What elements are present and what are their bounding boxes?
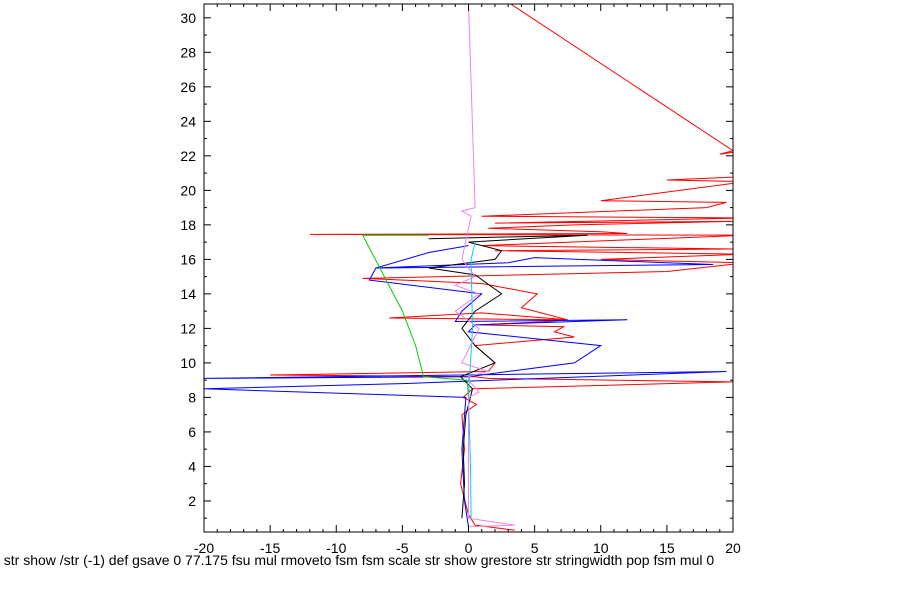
y-tick-label: 28 — [180, 44, 196, 60]
x-tick-label: 0 — [465, 540, 473, 556]
x-tick-label: 5 — [531, 540, 539, 556]
series-line-6 — [453, 4, 515, 532]
x-tick-label: 20 — [725, 540, 741, 556]
y-tick-label: 16 — [180, 251, 196, 267]
y-tick-label: 26 — [180, 79, 196, 95]
series-line-1 — [270, 4, 733, 531]
x-tick-label: 15 — [659, 540, 675, 556]
y-tick-label: 10 — [180, 355, 196, 371]
tick-label-layer: -20 -15 -10 -5 0 5 10 15 20246810121416182022242… — [180, 10, 741, 556]
y-tick-label: 20 — [180, 182, 196, 198]
y-tick-label: 24 — [180, 113, 196, 129]
y-tick-label: 18 — [180, 217, 196, 233]
caption-text-container: f str show /str (-1) def gsave 0 77.175 … — [0, 552, 900, 574]
y-tick-label: 6 — [188, 424, 196, 440]
series-line-2 — [204, 245, 727, 527]
x-tick-label: -15 — [260, 540, 280, 556]
y-tick-label: 14 — [180, 286, 196, 302]
y-tick-label: 30 — [180, 10, 196, 26]
x-tick-label: -5 — [396, 540, 409, 556]
x-tick-label: -20 — [194, 540, 214, 556]
tick-layer — [203, 4, 734, 532]
x-tick-label: 10 — [593, 540, 609, 556]
y-tick-label: 2 — [188, 493, 196, 509]
series-line-4 — [361, 234, 469, 398]
y-tick-label: 4 — [188, 458, 196, 474]
series-line-3 — [428, 234, 588, 519]
series-line-5 — [467, 241, 476, 519]
series-layer — [204, 4, 733, 532]
y-tick-label: 12 — [180, 320, 196, 336]
y-tick-label: 8 — [188, 389, 196, 405]
caption-text: f str show /str (-1) def gsave 0 77.175 … — [0, 552, 715, 568]
x-tick-label: -10 — [326, 540, 346, 556]
y-tick-label: 22 — [180, 148, 196, 164]
